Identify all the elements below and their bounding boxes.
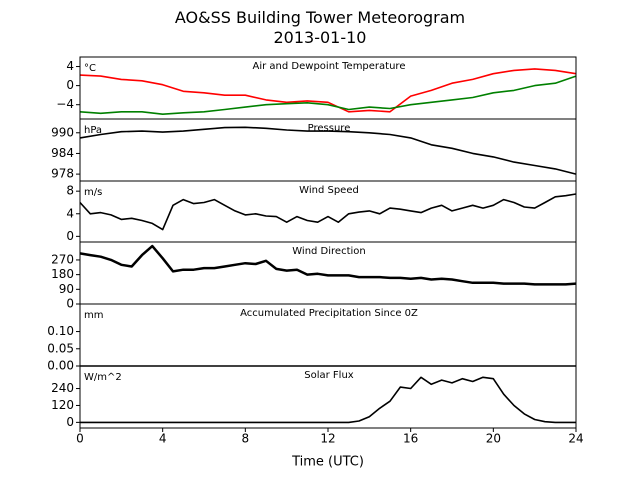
x-axis-tick-label: 20 (486, 432, 501, 446)
panel-2-series-line (79, 126, 577, 175)
panel-6-title: Solar Flux (304, 370, 354, 381)
panel-1-unit-label: °C (84, 63, 96, 74)
panel-1-title: Air and Dewpoint Temperature (253, 61, 406, 72)
panel-4-series-line (79, 244, 577, 286)
panel-1-ytick-label: 4 (66, 59, 74, 73)
panel-5-unit-label: mm (84, 310, 103, 321)
panel-6-unit-label: W/m^2 (84, 372, 122, 383)
panel-2-ytick-label: 990 (51, 125, 74, 139)
panel-5-ytick-label: 0.00 (47, 359, 74, 373)
panel-2-ytick-label: 984 (51, 146, 74, 160)
panel-1-series-dewpoint (79, 75, 577, 115)
panel-3-series-line (79, 193, 577, 231)
panel-4-title: Wind Direction (292, 246, 366, 257)
panel-5-ytick-label: 0.10 (47, 324, 74, 338)
panel-4-ytick-label: 270 (51, 252, 74, 266)
x-axis-tick-label: 16 (403, 432, 418, 446)
panel-4-ytick-label: 90 (59, 282, 74, 296)
panel-4-ytick-label: 180 (51, 267, 74, 281)
panel-3-ytick-label: 0 (66, 229, 74, 243)
panel-6-ytick-label: 120 (51, 398, 74, 412)
panel-3-ytick-label: 4 (66, 206, 74, 220)
chart-subtitle: 2013-01-10 (273, 28, 367, 47)
panel-6-ytick-label: 240 (51, 381, 74, 395)
panel-2-ytick-label: 978 (51, 167, 74, 181)
panel-1-ytick-label: −4 (56, 97, 74, 111)
x-axis-tick-label: 12 (320, 432, 335, 446)
x-axis-label: Time (UTC) (291, 455, 364, 470)
x-axis-tick-label: 8 (242, 432, 250, 446)
panel-2-unit-label: hPa (84, 125, 102, 136)
panel-1-ytick-label: 0 (66, 78, 74, 92)
panel-3-title: Wind Speed (299, 185, 359, 196)
panel-3-unit-label: m/s (84, 187, 102, 198)
panel-6-series-line (80, 376, 576, 424)
panel-6-ytick-label: 0 (66, 415, 74, 429)
panel-5-title: Accumulated Precipitation Since 0Z (240, 308, 418, 319)
x-axis-tick-label: 24 (568, 432, 583, 446)
panel-2-title: Pressure (308, 123, 351, 134)
panel-4-ytick-label: 0 (66, 297, 74, 311)
x-axis-tick-label: 4 (159, 432, 167, 446)
x-axis-tick-label: 0 (76, 432, 84, 446)
panel-1-series-temperature (79, 68, 577, 113)
chart-title: AO&SS Building Tower Meteorogram (174, 8, 466, 27)
panel-5-ytick-label: 0.05 (47, 341, 74, 355)
panel-3-ytick-label: 8 (66, 184, 74, 198)
